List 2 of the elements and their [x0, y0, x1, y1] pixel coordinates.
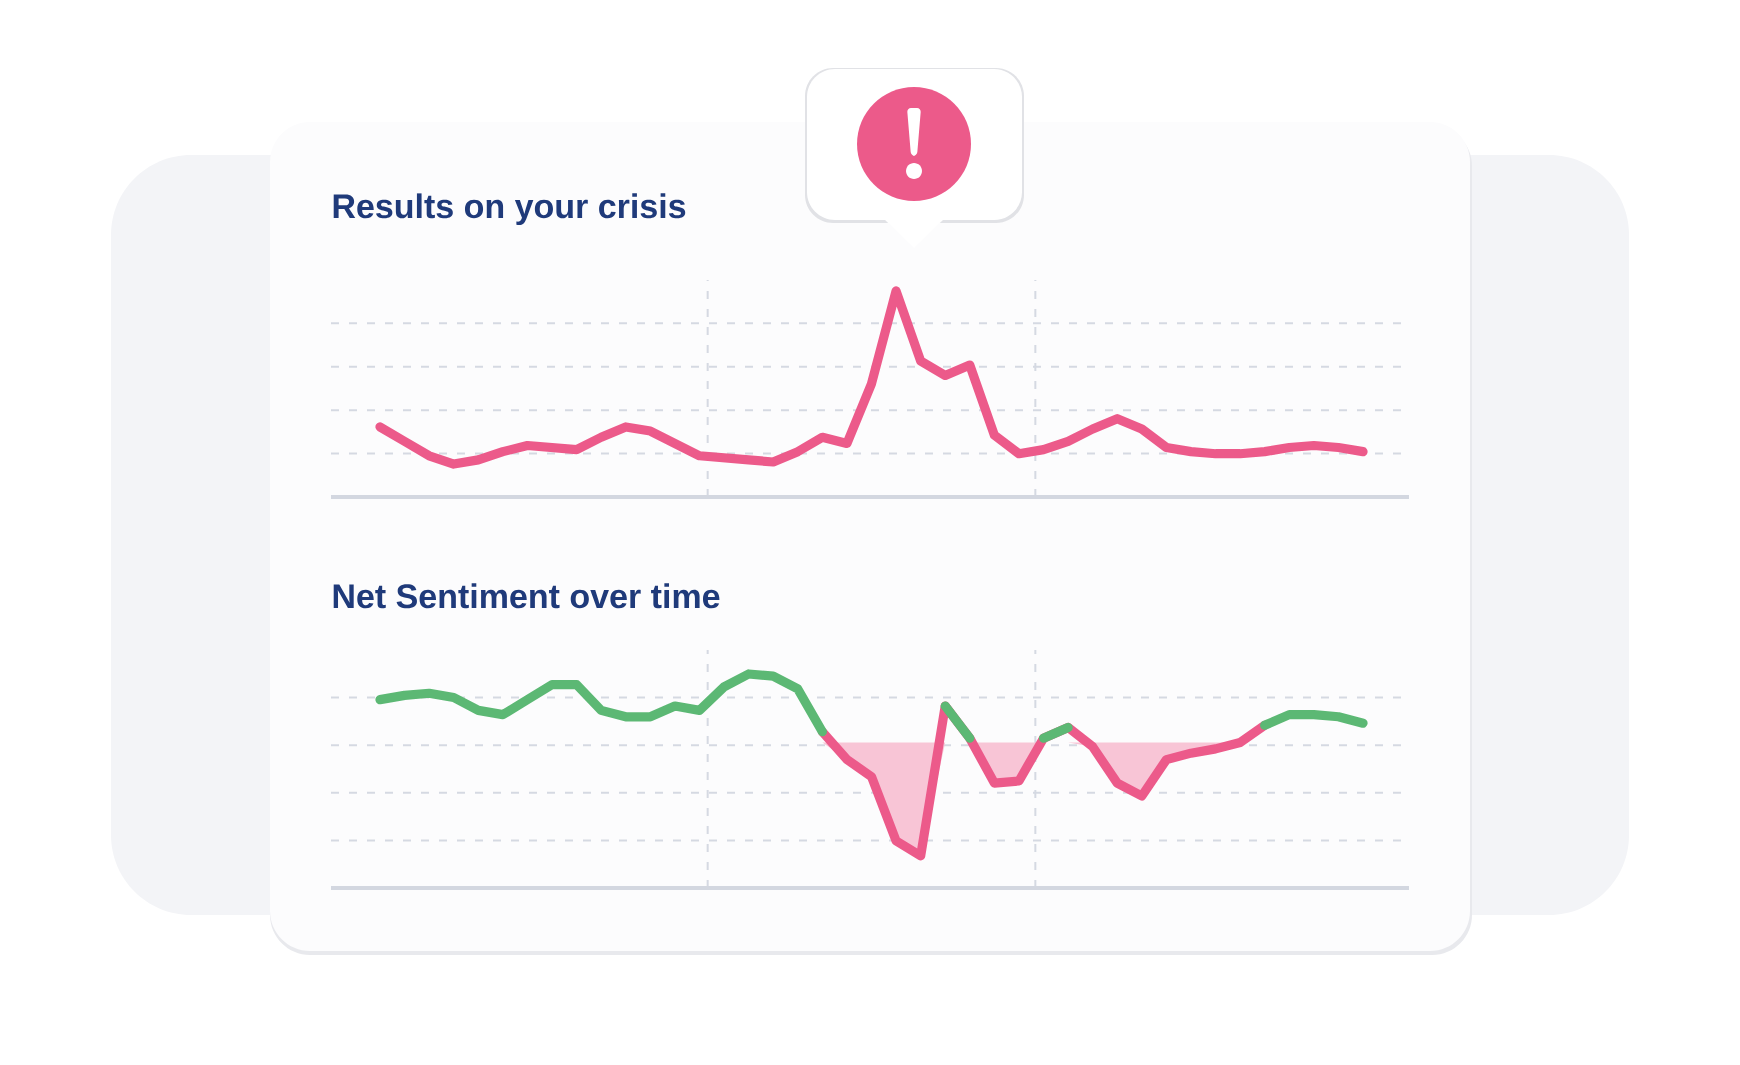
chart-title: Net Sentiment over time [333, 583, 720, 609]
chart-title: Results on your crisis [333, 193, 686, 226]
